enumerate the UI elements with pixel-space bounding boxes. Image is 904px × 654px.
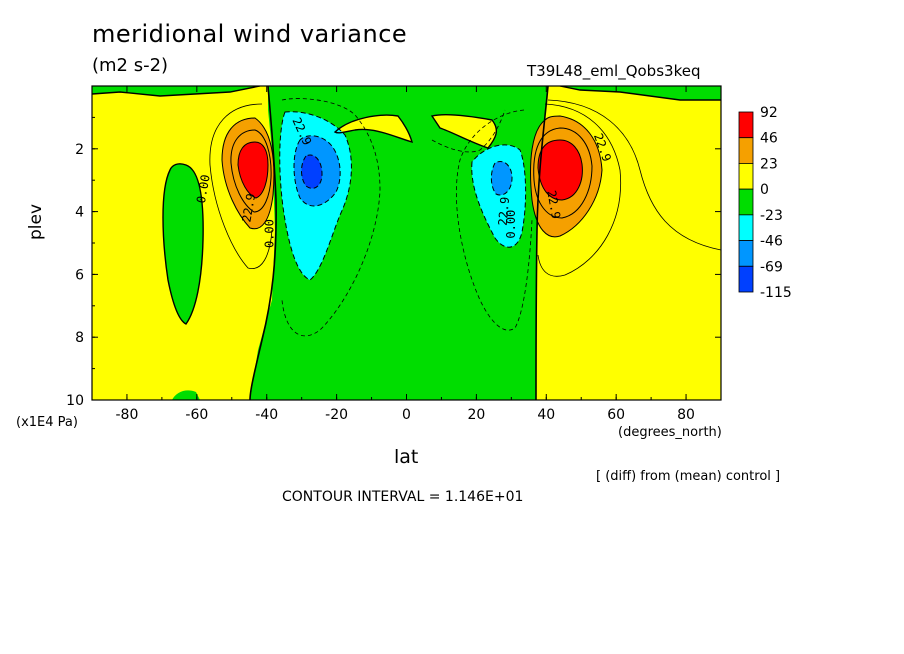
fill-yellow-hole-2 (432, 114, 497, 148)
colorbar-swatch (738, 163, 754, 190)
contour-interval: CONTOUR INTERVAL = 1.146E+01 (282, 489, 524, 505)
contour-zero-top-right (559, 86, 721, 101)
contour-pos-right-outer (547, 99, 721, 251)
x-tick-label: -80 (116, 407, 139, 423)
x-tick-label: -40 (255, 407, 278, 423)
colorbar-label: -46 (760, 234, 783, 250)
x-tick-label: 60 (607, 407, 625, 423)
contour-label: 22.9 (239, 192, 258, 223)
colorbar-swatch (738, 137, 754, 164)
chart-units: (m2 s-2) (92, 55, 169, 76)
fill-green-top-right (560, 86, 721, 100)
fill-deepblue-left-min (301, 154, 322, 189)
contour-lines (92, 86, 721, 400)
contour-pos-left-22 (221, 117, 275, 230)
colorbar-label: 23 (760, 156, 778, 172)
contour-pos-right-outer2 (537, 103, 622, 277)
colorbar-label: -69 (760, 259, 783, 275)
contour-label: 0.00 (194, 173, 213, 204)
colorbar-swatch (738, 214, 754, 241)
contour-neg-right-outer (455, 109, 533, 331)
x-axis: -80 -60 -40 -20 0 20 40 60 80 (91, 86, 722, 423)
fill-green-bottom-left (172, 390, 200, 400)
contour-zero-hole-2 (430, 114, 498, 149)
chart-title: meridional wind variance (92, 20, 408, 48)
y-tick-label: 4 (75, 205, 84, 221)
x-axis-label: lat (394, 446, 419, 468)
colorbar-label: 92 (760, 105, 778, 121)
x-axis-unit: (degrees_north) (618, 425, 722, 440)
contour-zero-right (535, 86, 549, 400)
fill-blue-right-min (491, 161, 512, 196)
contour-neg-right-top (431, 109, 506, 153)
contour-neg-left-46 (293, 135, 341, 207)
fill-green-top-left (92, 86, 260, 96)
contour-neg-left-69 (301, 154, 323, 189)
fill-green-left-tongue (163, 163, 204, 324)
colorbar: 92 46 23 0 -23 -46 -69 -115 (738, 105, 792, 301)
y-tick-label: 10 (66, 393, 84, 409)
x-tick-label: 20 (467, 407, 485, 423)
fill-red-left-max (238, 142, 268, 198)
contour-pos-left-46 (230, 129, 272, 213)
colorbar-label: -115 (760, 285, 792, 301)
x-tick-label: -20 (325, 407, 348, 423)
y-tick-label: 2 (75, 142, 84, 158)
contour-neg-right-46 (490, 161, 513, 196)
contour-neg-left-outer (281, 98, 381, 337)
contour-label: 22.9 (544, 189, 563, 220)
colorbar-swatch (738, 111, 754, 139)
contour-pos-right-69 (537, 139, 583, 201)
x-tick-label: -60 (185, 407, 208, 423)
colorbar-swatch (738, 188, 754, 216)
contour-zero-left-tongue (162, 163, 204, 325)
colorbar-label: 0 (760, 182, 769, 198)
contour-zero-top-left (92, 86, 261, 97)
y-tick-label: 8 (75, 330, 84, 346)
colorbar-swatch (738, 265, 754, 293)
contour-neg-right-23 (471, 144, 527, 248)
colorbar-label: -23 (760, 208, 783, 224)
fill-cyan-right-min (471, 144, 526, 248)
y-axis-label: plev (26, 203, 46, 240)
contour-pos-right-22 (530, 115, 603, 238)
contour-pos-left-outer (209, 103, 273, 269)
x-tick-label: 0 (402, 407, 411, 423)
x-tick-label: 80 (677, 407, 695, 423)
contour-neg-left-23 (279, 111, 352, 281)
colorbar-label: 46 (760, 131, 778, 147)
fill-red-right-max (538, 140, 583, 200)
contour-zero-hole-1 (333, 114, 414, 144)
contour-pos-left-69 (237, 141, 269, 199)
contour-label: 22.9 (496, 196, 512, 226)
contour-fill (92, 86, 721, 400)
diff-note: [ (diff) from (mean) control ] (596, 469, 781, 484)
contour-pos-right-46 (533, 127, 593, 219)
run-id: T39L48_eml_Qobs3keq (527, 62, 701, 80)
contour-label: 0.00 (504, 210, 518, 239)
y-axis-unit: (x1E4 Pa) (16, 415, 78, 430)
contour-zero-left (249, 86, 277, 400)
y-axis: 2 4 6 8 10 (66, 116, 721, 409)
colorbar-swatch (738, 240, 754, 267)
x-tick-label: 40 (537, 407, 555, 423)
y-tick-label: 6 (75, 267, 84, 283)
contour-label: 0.00 (263, 219, 277, 248)
